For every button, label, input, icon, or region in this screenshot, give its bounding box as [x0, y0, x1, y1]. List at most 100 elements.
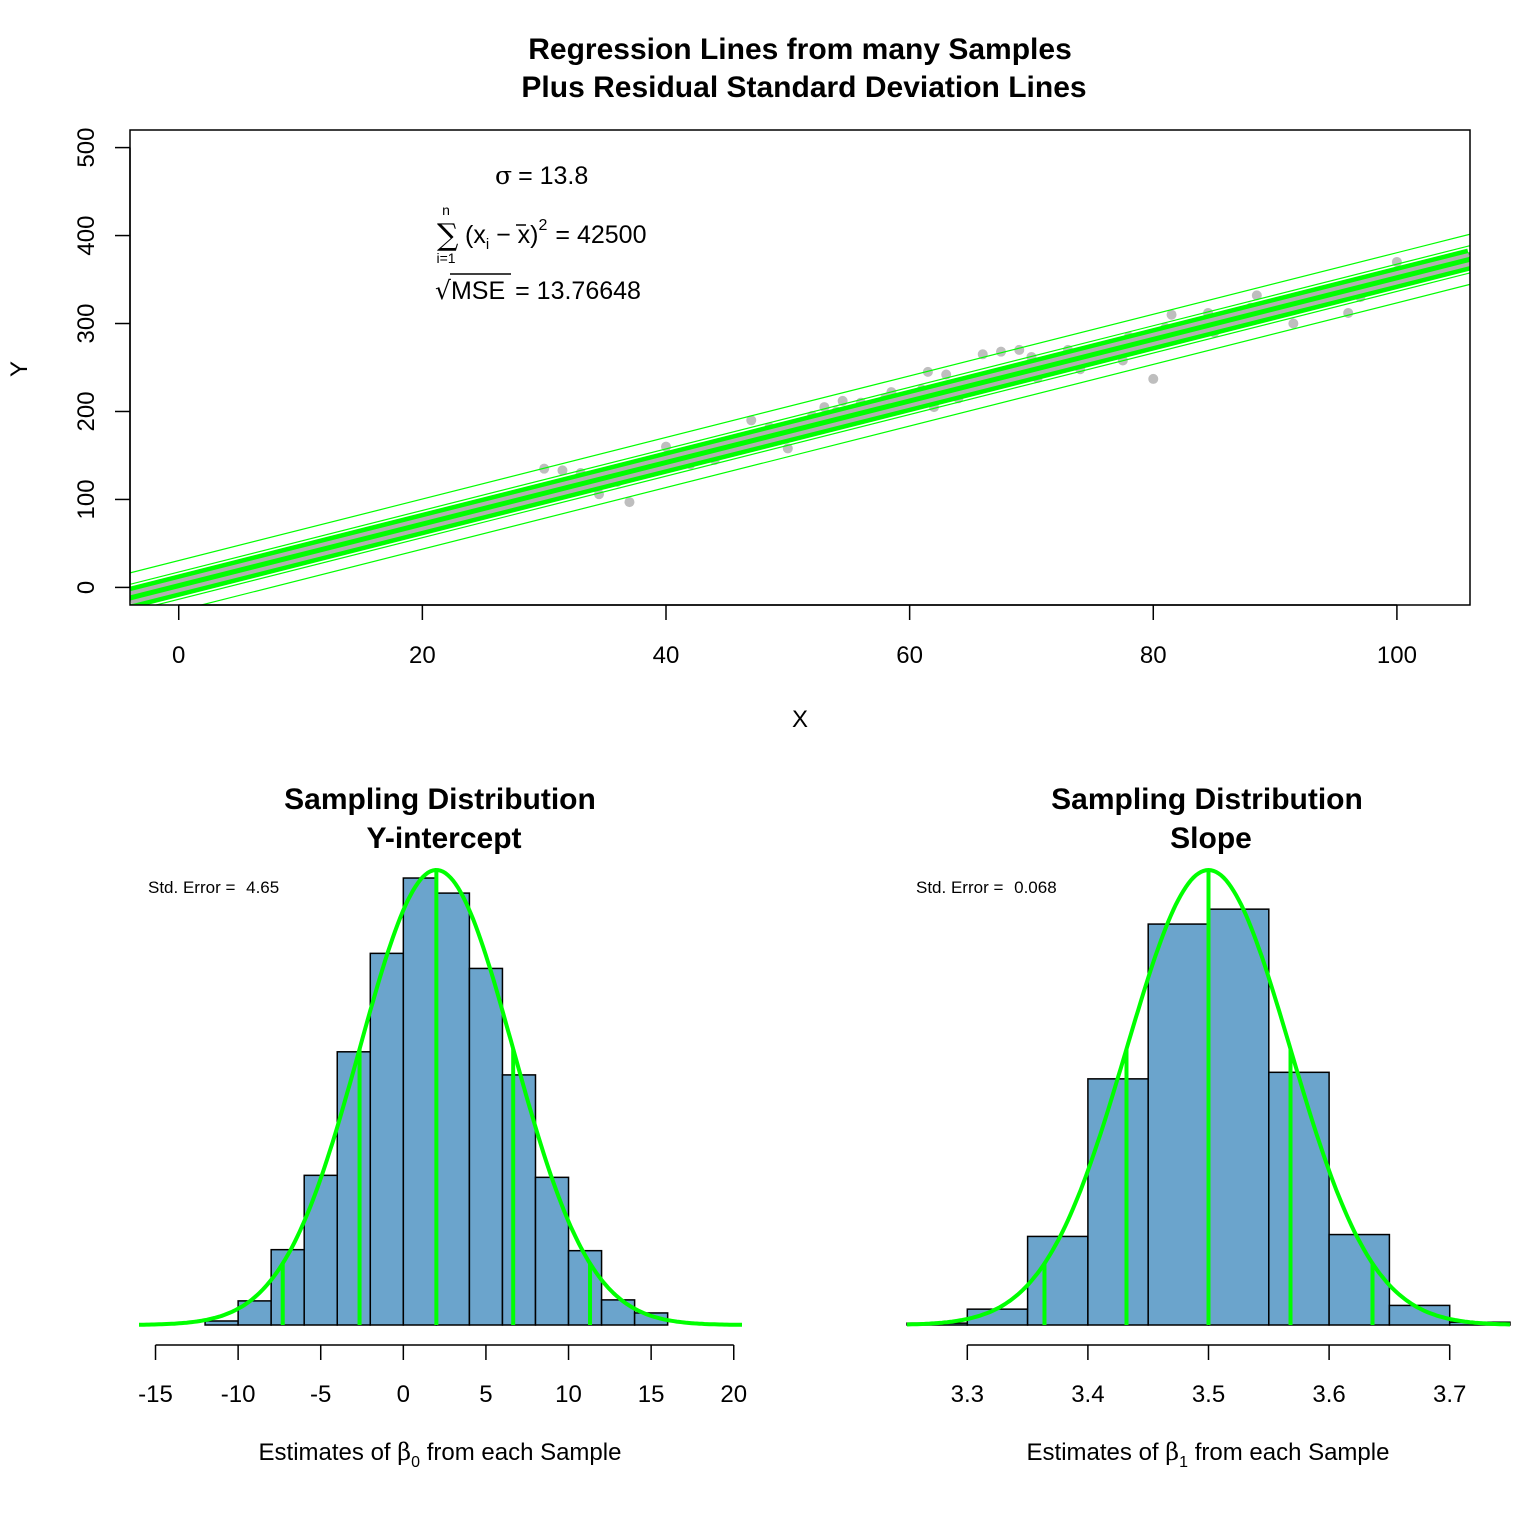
- x-tick-label: 10: [555, 1381, 582, 1408]
- x-tick-label: 40: [653, 642, 680, 669]
- sum-minus: − x): [489, 221, 538, 249]
- slope-std-error: Std. Error = 0.068: [916, 878, 1057, 897]
- x-tick-label: -15: [138, 1381, 173, 1408]
- intercept-std-error-label: Std. Error =: [148, 878, 240, 897]
- intercept-histogram: [139, 867, 742, 1327]
- sum-lower-limit: i=1: [436, 250, 455, 266]
- data-point: [1251, 290, 1262, 301]
- mse-value: = 13.76648: [515, 277, 641, 305]
- data-point: [624, 497, 635, 508]
- histogram-bar: [1328, 1233, 1391, 1326]
- regression-panel: Regression Lines from many Samples Plus …: [6, 33, 1471, 733]
- x-tick-label: 5: [479, 1381, 492, 1408]
- y-tick-label: 200: [73, 391, 100, 431]
- mse-annotation: √MSE = 13.76648: [435, 276, 641, 305]
- sum-symbol: ∑: [437, 218, 459, 253]
- sigma-value: = 13.8: [518, 162, 588, 190]
- histogram-bar: [369, 952, 405, 1326]
- histogram-bar: [567, 1249, 603, 1326]
- histogram-bar: [435, 892, 471, 1326]
- histogram-bar: [270, 1248, 305, 1326]
- histogram-bar: [1147, 923, 1210, 1326]
- regression-plot-area: [130, 233, 1470, 605]
- slope-title-line1: Sampling Distribution: [1051, 783, 1363, 816]
- histogram-bar: [468, 967, 504, 1326]
- data-point: [1014, 344, 1025, 355]
- histogram-bar: [1087, 1078, 1149, 1326]
- slope-xlabel-pre: Estimates of: [1027, 1439, 1166, 1466]
- histogram-bar: [336, 1051, 372, 1326]
- intercept-title-line1: Sampling Distribution: [284, 783, 596, 816]
- slope-panel: Sampling Distribution Slope Std. Error =…: [906, 783, 1511, 1471]
- data-point: [594, 489, 604, 500]
- residual-sd-line: [198, 283, 1470, 605]
- sum-value: = 42500: [555, 221, 646, 249]
- x-tick-label: 3.5: [1192, 1381, 1225, 1408]
- x-tick-label: 3.3: [951, 1381, 984, 1408]
- intercept-xlabel-pre: Estimates of: [259, 1439, 398, 1466]
- regression-title-line2: Plus Residual Standard Deviation Lines: [521, 71, 1086, 104]
- histogram-bar: [303, 1174, 338, 1326]
- intercept-std-error: Std. Error = 4.65: [148, 878, 279, 897]
- slope-std-error-value: 0.068: [1014, 878, 1057, 897]
- x-tick-label: 0: [397, 1381, 410, 1408]
- normal-curve: [906, 867, 1511, 1327]
- intercept-x-axis: -15 -10 -5 0 5 10 15 20: [138, 1344, 747, 1408]
- regression-xlabel: X: [792, 706, 808, 733]
- histogram-bar: [402, 877, 438, 1326]
- y-tick-label: 100: [73, 479, 100, 519]
- regression-ylabel: Y: [6, 361, 33, 377]
- x-tick-label: 20: [720, 1381, 747, 1408]
- regression-axes: 0 20 40 60 80 100 0 100 200 300 400 500: [73, 128, 1417, 669]
- y-tick-label: 300: [73, 303, 100, 343]
- residual-sd-line: [130, 233, 1470, 574]
- x-tick-label: 80: [1140, 642, 1167, 669]
- regression-title-line1: Regression Lines from many Samples: [528, 33, 1072, 66]
- slope-histogram: [906, 867, 1511, 1327]
- mean-regression-line: [130, 256, 1470, 601]
- sum-body: (x: [465, 221, 486, 249]
- sum-superscript: 2: [539, 217, 548, 234]
- slope-xlabel: Estimates of β1 from each Sample: [1027, 1438, 1390, 1471]
- slope-x-axis: 3.3 3.4 3.5 3.6 3.7: [951, 1344, 1466, 1408]
- mse-label: MSE: [451, 277, 505, 305]
- x-tick-label: 3.4: [1071, 1381, 1104, 1408]
- histogram-bar: [1268, 1071, 1330, 1326]
- data-point: [996, 346, 1006, 357]
- histogram-bar: [1026, 1235, 1089, 1326]
- slope-xlabel-post: from each Sample: [1188, 1439, 1389, 1466]
- slope-std-error-label: Std. Error =: [916, 878, 1008, 897]
- x-tick-label: -5: [310, 1381, 331, 1408]
- x-tick-label: 15: [638, 1381, 665, 1408]
- sum-expression: (xi − x)2 = 42500: [465, 217, 646, 253]
- data-point: [557, 465, 568, 476]
- data-point: [1288, 318, 1299, 329]
- x-tick-label: 3.7: [1433, 1381, 1466, 1408]
- data-point: [1166, 309, 1177, 320]
- residual-sd-line: [130, 245, 1470, 585]
- residual-sd-line: [153, 272, 1470, 605]
- beta0-symbol: β: [397, 1438, 411, 1466]
- x-tick-label: 100: [1377, 642, 1417, 669]
- y-tick-label: 400: [73, 216, 100, 256]
- data-point: [746, 415, 757, 426]
- sum-upper-limit: n: [442, 202, 450, 218]
- x-tick-label: 0: [172, 642, 185, 669]
- intercept-panel: Sampling Distribution Y-intercept Std. E…: [138, 783, 747, 1471]
- data-point: [922, 366, 933, 377]
- x-tick-label: -10: [221, 1381, 256, 1408]
- intercept-std-error-value: 4.65: [246, 878, 279, 897]
- beta1-symbol: β: [1165, 1438, 1179, 1466]
- sigma-annotation: σ = 13.8: [495, 161, 588, 190]
- beta1-subscript: 1: [1179, 1454, 1188, 1471]
- intercept-title-line2: Y-intercept: [366, 822, 521, 855]
- y-tick-label: 0: [73, 581, 100, 594]
- sigma-symbol: σ: [495, 161, 512, 190]
- intercept-xlabel-post: from each Sample: [420, 1439, 621, 1466]
- data-point: [1148, 373, 1159, 384]
- histogram-bar: [534, 1176, 570, 1326]
- regression-annotations: σ = 13.8 n ∑ i=1 (xi − x)2 = 42500 √MSE = 1…: [435, 161, 646, 305]
- histogram-bar: [1207, 908, 1270, 1326]
- histogram-bar: [1388, 1304, 1451, 1326]
